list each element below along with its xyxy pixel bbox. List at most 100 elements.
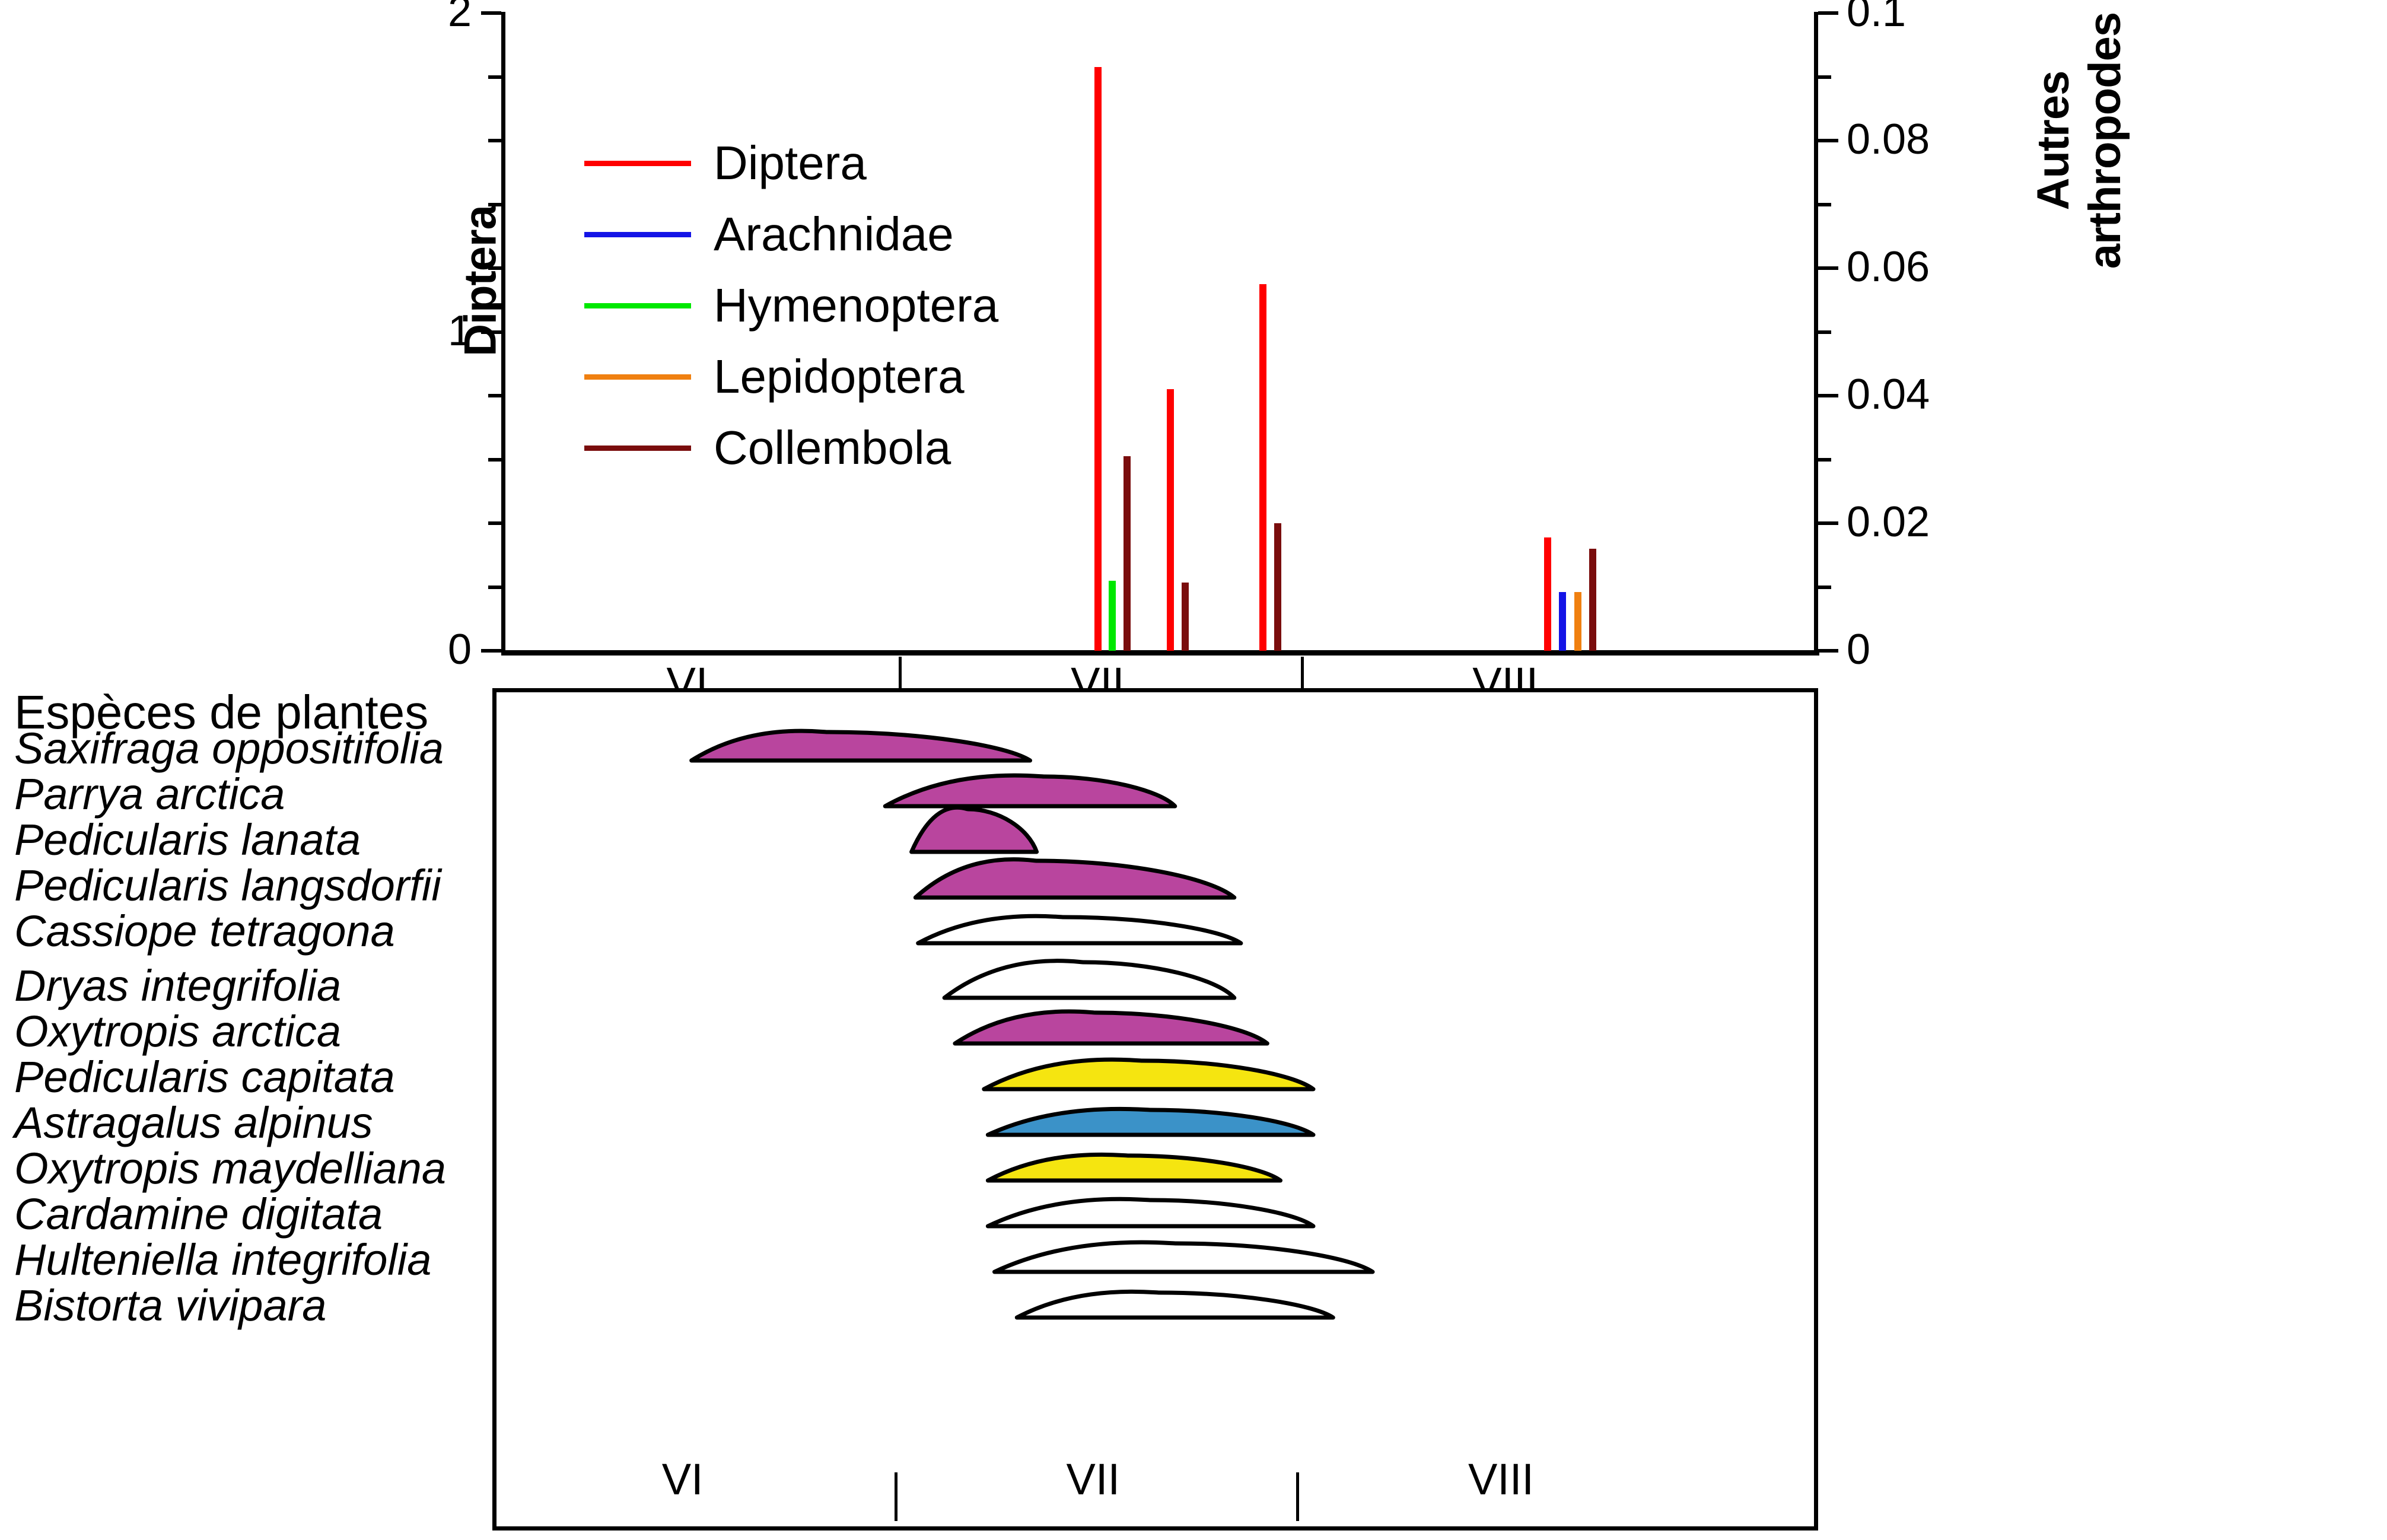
right-y-tick-label: 0.02 xyxy=(1847,498,1930,546)
left-y-tick xyxy=(488,266,501,270)
left-axis-title: Diptera xyxy=(455,205,506,357)
species-label-column: Espèces de plantes Saxifraga oppositifol… xyxy=(0,679,492,1539)
left-y-tick xyxy=(488,202,501,206)
flowering-curve xyxy=(982,1057,1316,1092)
legend-swatch-diptera xyxy=(584,160,691,166)
left-y-tick xyxy=(488,457,501,462)
left-y-tick-label: 0 xyxy=(447,626,472,673)
x-axis-baseline xyxy=(501,650,1819,656)
right-y-tick-label: 0.06 xyxy=(1847,243,1930,291)
flowering-curve xyxy=(985,1106,1316,1137)
legend-label: Hymenoptera xyxy=(714,279,999,332)
right-y-tick xyxy=(1818,266,1838,270)
legend-item-lepidoptera[interactable]: Lepidoptera xyxy=(584,341,998,412)
flowering-curve xyxy=(913,857,1237,900)
species-label: Bistorta vivipara xyxy=(14,1281,327,1330)
bar-diptera xyxy=(1259,284,1267,651)
left-y-tick xyxy=(481,11,501,15)
right-y-tick xyxy=(1818,521,1838,525)
right-y-tick xyxy=(1818,649,1838,653)
bar-arachnidae xyxy=(1559,592,1567,651)
species-label: Hulteniella integrifolia xyxy=(14,1235,432,1284)
phenology-panel: VI VII VIII xyxy=(492,688,1818,1531)
legend-swatch-arachnidae xyxy=(584,231,691,237)
bar-diptera xyxy=(1544,537,1551,651)
bottom-x-tick-label: VIII xyxy=(1468,1455,1534,1504)
flowering-curve xyxy=(909,805,1039,854)
right-axis-title: Autres arthropodes xyxy=(2028,12,2130,269)
bottom-x-tick-label: VI xyxy=(661,1455,704,1504)
bottom-x-tick-label: VII xyxy=(1066,1455,1121,1504)
flowering-curve xyxy=(1014,1289,1335,1320)
legend-item-diptera[interactable]: Diptera xyxy=(584,128,998,199)
legend: Diptera Arachnidae Hymenoptera Lepidoptera C… xyxy=(584,128,998,483)
flowering-curve xyxy=(992,1240,1375,1274)
bar-hymenoptera xyxy=(1109,580,1116,651)
bar-collembola xyxy=(1123,456,1131,651)
bar-lepidoptera xyxy=(1574,592,1582,651)
right-y-tick-label: 0 xyxy=(1847,626,1871,673)
bar-collembola xyxy=(1182,582,1189,651)
flowering-curves-layer xyxy=(689,728,1375,1320)
species-label: Oxytropis arctica xyxy=(14,1007,342,1056)
legend-item-hymenoptera[interactable]: Hymenoptera xyxy=(584,270,998,341)
right-y-tick xyxy=(1818,394,1838,397)
legend-label: Arachnidae xyxy=(714,208,954,260)
bar-collembola xyxy=(1274,523,1282,651)
species-label: Pedicularis langsdorfii xyxy=(14,861,441,910)
species-label: Astragalus alpinus xyxy=(14,1098,373,1147)
right-y-tick xyxy=(1818,139,1838,142)
bar-diptera xyxy=(1166,389,1174,651)
right-y-tick xyxy=(1818,330,1831,334)
legend-swatch-lepidoptera xyxy=(584,374,691,380)
species-label: Pedicularis capitata xyxy=(14,1052,395,1102)
legend-label: Diptera xyxy=(714,136,867,189)
flowering-curve xyxy=(916,914,1243,946)
top-chart-panel: 0 1 2 0 0.02 0.04 0.06 0.08 0.1 Diptera Autres … xyxy=(0,0,2387,705)
right-y-axis xyxy=(1814,12,1818,654)
flowering-curve xyxy=(953,1009,1269,1046)
left-y-tick xyxy=(481,330,501,334)
bar-diptera xyxy=(1094,67,1102,651)
right-y-tick xyxy=(1818,585,1831,589)
legend-item-arachnidae[interactable]: Arachnidae xyxy=(584,199,998,270)
species-label: Oxytropis maydelliana xyxy=(14,1144,446,1193)
species-label: Cassiope tetragona xyxy=(14,906,395,956)
bottom-x-separator-tick xyxy=(894,1472,897,1521)
species-label: Dryas integrifolia xyxy=(14,961,342,1010)
flowering-curve xyxy=(985,1197,1316,1229)
left-y-tick-label: 1 xyxy=(447,307,472,355)
left-y-tick xyxy=(488,139,501,142)
flowering-curve xyxy=(689,728,1032,763)
left-y-tick xyxy=(488,75,501,79)
right-y-tick xyxy=(1818,457,1831,462)
legend-item-collembola[interactable]: Collembola xyxy=(584,412,998,483)
top-x-separator-tick xyxy=(899,657,902,698)
left-y-tick-label: 2 xyxy=(447,0,472,36)
bottom-x-separator-tick xyxy=(1296,1472,1300,1521)
flowering-curve xyxy=(985,1152,1282,1183)
legend-label: Lepidoptera xyxy=(714,350,965,403)
left-y-tick xyxy=(488,521,501,525)
left-y-axis xyxy=(501,12,505,654)
right-y-tick-label: 0.1 xyxy=(1847,0,1907,36)
species-label: Cardamine digitata xyxy=(14,1189,383,1239)
flowering-curve xyxy=(883,773,1177,809)
legend-label: Collembola xyxy=(714,421,951,474)
left-y-tick xyxy=(488,585,501,589)
right-y-tick xyxy=(1818,11,1838,15)
top-x-separator-tick xyxy=(1300,657,1304,698)
species-label: Pedicularis lanata xyxy=(14,815,361,864)
legend-swatch-collembola xyxy=(584,445,691,451)
right-y-tick-label: 0.08 xyxy=(1847,116,1930,163)
left-y-tick xyxy=(481,649,501,653)
legend-swatch-hymenoptera xyxy=(584,303,691,308)
left-y-tick xyxy=(488,394,501,397)
flowering-curve xyxy=(942,959,1237,1000)
bar-collembola xyxy=(1589,549,1596,651)
species-label: Saxifraga oppositifolia xyxy=(14,724,444,773)
right-y-tick xyxy=(1818,75,1831,79)
species-column-header: Espèces de plantes xyxy=(14,686,429,739)
species-label: Parrya arctica xyxy=(14,769,285,819)
